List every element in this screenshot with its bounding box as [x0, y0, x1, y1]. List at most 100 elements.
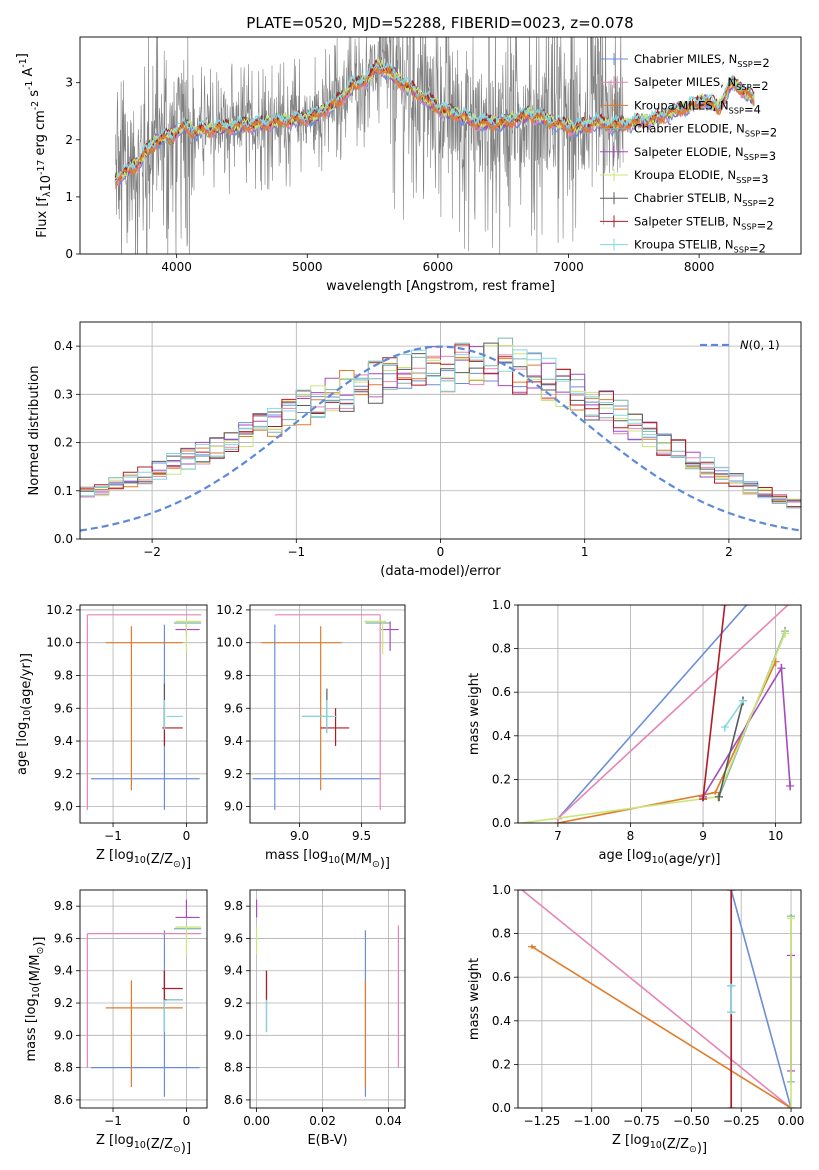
mass-weight-line — [522, 633, 785, 823]
y-tick-label: 9.0 — [224, 1028, 243, 1042]
y-tick-label: 9.4 — [54, 964, 73, 978]
plot-weight_vs_Z: −1.25 −1.00 −0.75 −0.50 −0.25 0.000.00.20.40.… — [467, 883, 804, 1156]
y-tick-label: 9.8 — [54, 668, 73, 682]
x-tick-label: 0.04 — [375, 1114, 402, 1128]
y-tick-label: 9.8 — [224, 668, 243, 682]
mass-weight-line — [703, 605, 725, 799]
x-tick-label: 2 — [725, 545, 733, 559]
residual-legend: N(0, 1) — [700, 338, 780, 352]
x-tick-label: 0.00 — [243, 1114, 270, 1128]
error-bar-point — [252, 625, 380, 810]
plot-spectrum: 4000 5000 6000 7000 8000 0 1 2 3 wavelength [Angs… — [15, 0, 801, 306]
y-tick-label: 1 — [65, 190, 73, 204]
x-tick-label: −0.50 — [673, 1114, 710, 1128]
error-bar-point — [91, 625, 200, 810]
y-axis-label: Normed distribution — [27, 366, 42, 496]
x-axis-label: age [log10(age/yr)] — [599, 848, 721, 867]
x-tick-label: −1.00 — [573, 1114, 610, 1128]
error-bar-point — [321, 708, 350, 746]
spectrum-legend: Chabrier MILES, NSSP=2 Salpeter MILES, NS… — [600, 52, 777, 256]
x-tick-label: 0.00 — [778, 1114, 805, 1128]
x-axis-label: wavelength [Angstrom, rest frame] — [326, 279, 555, 294]
error-bar-point — [164, 700, 182, 730]
y-tick-label: 8.8 — [54, 1061, 73, 1075]
y-tick-label: 0.6 — [492, 970, 511, 984]
error-bar-point — [364, 621, 386, 654]
x-tick-label: −1 — [104, 829, 122, 843]
x-tick-label: −0.25 — [723, 1114, 760, 1128]
legend-label: Chabrier MILES, NSSP=2 — [634, 52, 770, 70]
error-bar-point — [162, 971, 183, 1000]
y-tick-label: 0.4 — [492, 729, 511, 743]
x-tick-label: 9.5 — [352, 829, 371, 843]
x-tick-label: 4000 — [161, 260, 192, 274]
x-tick-label: 7000 — [553, 260, 584, 274]
mass-weight-line — [731, 890, 791, 1108]
x-tick-label: −0.75 — [623, 1114, 660, 1128]
x-tick-label: 1 — [581, 545, 589, 559]
axes-frame — [250, 890, 405, 1108]
y-tick-label: 0.8 — [492, 927, 511, 941]
x-tick-label: 8000 — [684, 260, 715, 274]
y-tick-label: 8.8 — [224, 1061, 243, 1075]
y-tick-label: 10.0 — [216, 636, 243, 650]
y-tick-label: 2 — [65, 133, 73, 147]
mass-weight-line — [558, 662, 776, 823]
axes-frame — [518, 605, 801, 823]
y-axis-label: Flux [fλ10-17 erg cm-2 s-1 A-1] — [15, 53, 54, 238]
y-tick-label: 10.2 — [46, 603, 73, 617]
x-tick-label: 6000 — [423, 260, 454, 274]
x-tick-label: 0.02 — [309, 1114, 336, 1128]
y-axis-label: mass [log10(M/M⊙)] — [24, 937, 47, 1062]
error-bar-point — [106, 980, 183, 1087]
y-tick-label: 9.4 — [224, 964, 243, 978]
y-tick-label: 9.2 — [224, 996, 243, 1010]
y-tick-label: 0.6 — [492, 685, 511, 699]
legend-label: N(0, 1) — [740, 338, 780, 352]
mass-weight-line — [522, 890, 791, 1108]
x-tick-label: 5000 — [292, 260, 323, 274]
x-tick-label: −1 — [104, 1114, 122, 1128]
y-axis-label: age [log10(age/yr)] — [15, 653, 34, 775]
plot-area — [252, 615, 398, 810]
figure-title: PLATE=0520, MJD=52288, FIBERID=0023, z=0… — [246, 14, 633, 32]
x-axis-label: E(B-V) — [307, 1133, 347, 1148]
y-tick-label: 9.8 — [54, 899, 73, 913]
y-axis-label: mass weight — [467, 673, 482, 755]
y-tick-label: 1.0 — [492, 883, 511, 897]
plot-weight_vs_age: 7 8 9 10 0.0 0.2 0.4 0.6 0.8 1.0 age [log10(age/yr… — [467, 598, 801, 867]
figure: PLATE=0520, MJD=52288, FIBERID=0023, z=0… — [0, 0, 819, 1170]
x-axis-label: mass [log10(M/M⊙)] — [265, 848, 390, 871]
y-tick-label: 0.4 — [492, 1014, 511, 1028]
x-axis-label: (data-model)/error — [380, 564, 501, 579]
error-bar-point — [175, 900, 199, 918]
y-tick-label: 9.4 — [54, 734, 73, 748]
plot-residuals: −2 −1 0 1 2 0.0 0.1 0.2 0.3 0.4 (data-model)/error… — [27, 322, 801, 579]
y-tick-label: 0.1 — [54, 484, 73, 498]
y-tick-label: 10.0 — [46, 636, 73, 650]
y-tick-label: 9.2 — [54, 767, 73, 781]
x-axis-label: Z [log10(Z/Z⊙)] — [96, 848, 191, 871]
y-tick-label: 8.6 — [224, 1093, 243, 1107]
x-tick-label: −1 — [287, 545, 305, 559]
y-tick-label: 1.0 — [492, 598, 511, 612]
axes-frame — [80, 605, 207, 823]
y-axis-label: mass weight — [467, 958, 482, 1040]
y-tick-label: 0.0 — [492, 816, 511, 830]
mass-weight-line — [719, 701, 743, 797]
x-tick-label: 8 — [627, 829, 635, 843]
x-tick-label: −1.25 — [524, 1114, 561, 1128]
x-tick-label: 7 — [554, 829, 562, 843]
y-tick-label: 9.8 — [224, 899, 243, 913]
y-tick-label: 0.2 — [492, 772, 511, 786]
axes-frame — [250, 605, 405, 823]
y-tick-label: 9.0 — [54, 800, 73, 814]
y-tick-label: 0.2 — [492, 1057, 511, 1071]
mass-weight-line — [532, 947, 791, 1108]
x-axis-label: Z [log10(Z/Z⊙)] — [612, 1133, 707, 1156]
y-tick-label: 8.6 — [54, 1093, 73, 1107]
axes-frame — [518, 890, 801, 1108]
y-tick-label: 9.6 — [224, 931, 243, 945]
plot-area — [87, 615, 201, 810]
error-bar-point — [164, 971, 182, 1032]
